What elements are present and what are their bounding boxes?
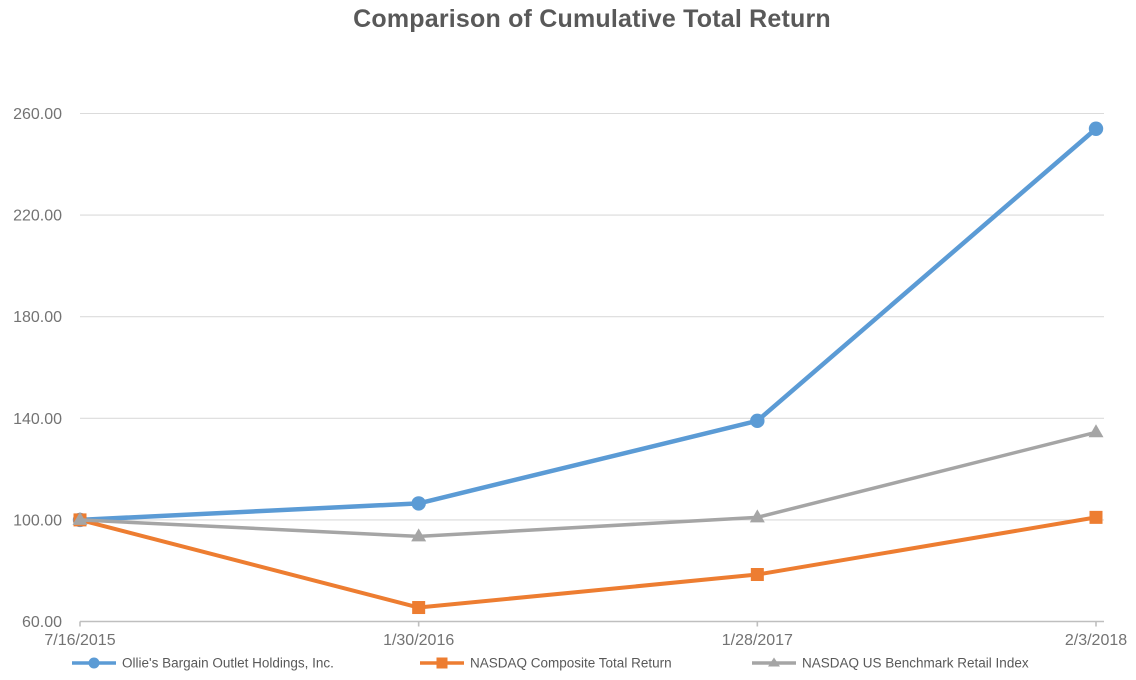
x-axis-tick-label: 2/3/2018 (1065, 632, 1127, 649)
triangle-marker-nasdaq-retail (1088, 424, 1104, 438)
square-marker-nasdaq-composite (1089, 510, 1103, 524)
series-line-nasdaq-retail (78, 430, 1098, 539)
x-axis-tick-label: 7/16/2015 (44, 632, 115, 649)
triangle-marker-nasdaq-retail (72, 511, 88, 525)
x-axis-tick-label: 1/30/2016 (383, 632, 454, 649)
legend-label-ollies: Ollie's Bargain Outlet Holdings, Inc. (122, 656, 334, 671)
y-axis-tick-label: 220.00 (13, 208, 62, 225)
y-axis-tick-label: 260.00 (13, 106, 62, 123)
legend-item-nasdaq-retail: NASDAQ US Benchmark Retail Index (752, 656, 1029, 671)
legend-label-nasdaq-composite: NASDAQ Composite Total Return (470, 656, 672, 671)
legend-item-nasdaq-composite: NASDAQ Composite Total Return (420, 656, 672, 671)
circle-marker-ollies (750, 413, 765, 429)
chart-title: Comparison of Cumulative Total Return (353, 5, 831, 33)
square-marker-nasdaq-composite (412, 601, 426, 615)
square-legend-icon-nasdaq-composite (436, 657, 448, 669)
triangle-marker-nasdaq-retail (749, 509, 765, 523)
x-axis-tick-label: 1/28/2017 (722, 632, 793, 649)
triangle-legend-icon-nasdaq-retail (768, 657, 780, 667)
circle-marker-ollies (411, 496, 426, 511)
legend-item-ollies: Ollie's Bargain Outlet Holdings, Inc. (72, 656, 334, 671)
square-marker-nasdaq-composite (750, 568, 764, 582)
y-axis-tick-label: 100.00 (13, 512, 62, 529)
legend-label-nasdaq-retail: NASDAQ US Benchmark Retail Index (802, 656, 1029, 671)
triangle-marker-nasdaq-retail (411, 528, 427, 542)
y-axis-tick-label: 140.00 (13, 411, 62, 428)
series-line-ollies (77, 126, 1099, 523)
y-axis-tick-label: 60.00 (22, 614, 62, 631)
circle-marker-ollies (1088, 121, 1104, 136)
y-axis-tick-label: 180.00 (13, 309, 62, 326)
series-line-nasdaq-composite (78, 515, 1098, 610)
circle-legend-icon-ollies (88, 657, 100, 669)
